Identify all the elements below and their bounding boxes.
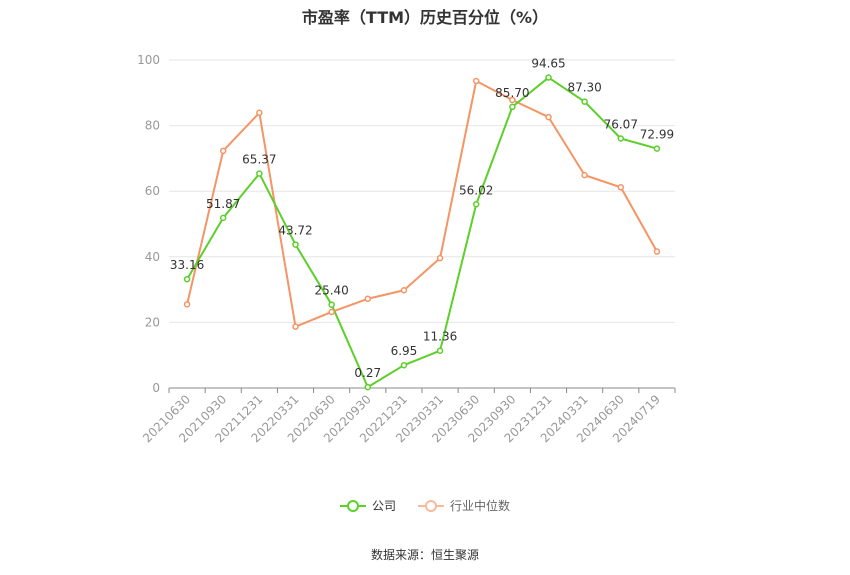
data-label: 33.16: [170, 258, 204, 272]
data-label: 43.72: [278, 224, 312, 238]
legend-industry-label: 行业中位数: [450, 499, 511, 513]
industry-point: [364, 295, 372, 303]
y-tick-label: 60: [145, 184, 160, 198]
company-point: [545, 74, 552, 81]
data-label: 87.30: [567, 81, 601, 95]
industry-point: [436, 254, 444, 262]
company-point: [436, 347, 444, 354]
data-label: 94.65: [531, 57, 565, 71]
industry-point: [292, 323, 299, 330]
data-label: 76.07: [604, 117, 638, 131]
chart-title: 市盈率（TTM）历史百分位（%）: [301, 8, 549, 27]
data-label: 6.95: [391, 344, 418, 358]
data-label: 51.87: [206, 197, 240, 211]
series-lines: [186, 76, 658, 389]
company-point: [364, 383, 372, 391]
data-label: 11.36: [423, 330, 457, 344]
y-tick-label: 80: [145, 119, 160, 133]
y-tick-label: 20: [145, 315, 160, 329]
data-source: 数据来源：恒生聚源: [370, 548, 479, 562]
y-axis: 0 20 40 60 80 100: [137, 53, 160, 395]
data-label: 0.27: [354, 366, 381, 380]
industry-point: [653, 248, 661, 255]
company-point: [509, 103, 516, 111]
x-axis: 2021063020210930202112312022033120220630…: [140, 387, 676, 445]
industry-point: [183, 301, 191, 308]
legend-item-company[interactable]: 公司: [339, 497, 396, 514]
industry-point: [256, 109, 263, 117]
y-tick-label: 100: [137, 53, 160, 67]
company-point: [617, 135, 625, 142]
company-point: [581, 98, 588, 105]
data-label: 25.40: [314, 284, 348, 298]
legend: 公司 行业中位数: [0, 497, 850, 514]
data-label: 65.37: [242, 153, 276, 167]
y-tick-label: 0: [152, 381, 160, 395]
data-label: 85.70: [495, 86, 529, 100]
legend-item-industry[interactable]: 行业中位数: [418, 497, 510, 514]
industry-point: [400, 287, 408, 294]
legend-company-label: 公司: [371, 499, 396, 513]
company-point: [183, 275, 191, 283]
industry-point: [219, 147, 227, 155]
y-tick-label: 40: [145, 250, 160, 264]
industry-point: [581, 171, 588, 179]
industry-point: [617, 184, 625, 191]
company-point: [256, 170, 263, 177]
data-labels: 33.16 51.87 65.37 43.72 25.40 0.27 6.95 11.36 56…: [170, 57, 674, 381]
industry-point: [509, 96, 516, 104]
grid-lines: [169, 59, 675, 323]
data-label: 72.99: [640, 128, 674, 142]
company-point: [472, 201, 480, 208]
industry-point: [328, 308, 335, 316]
series-points: [183, 74, 661, 391]
industry-line: [186, 79, 658, 328]
company-point: [292, 241, 299, 248]
data-label: 56.02: [459, 183, 493, 197]
industry-point: [472, 77, 480, 85]
legend-company-marker: [339, 499, 366, 513]
company-point: [219, 214, 227, 222]
company-point: [400, 361, 408, 369]
industry-point: [545, 113, 552, 121]
company-line: [186, 76, 658, 389]
legend-industry-marker: [418, 499, 444, 513]
company-point: [328, 301, 335, 308]
company-point: [653, 145, 661, 152]
